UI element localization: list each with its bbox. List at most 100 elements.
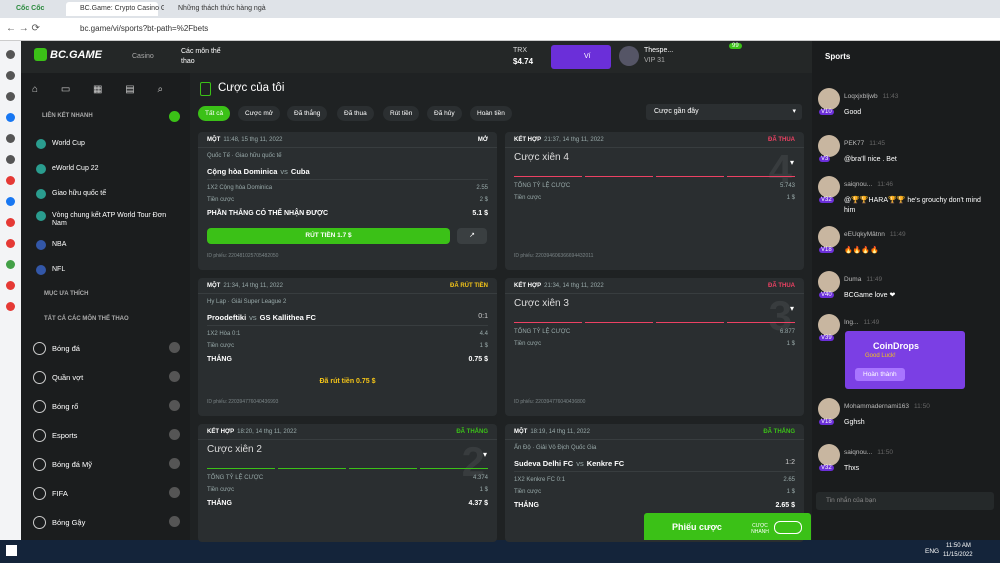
expand-btn[interactable] — [169, 516, 180, 527]
quick-link[interactable]: Giao hữu quốc tế — [52, 190, 107, 197]
quick-link[interactable]: NBA — [52, 241, 67, 248]
quick-icon[interactable] — [36, 139, 46, 149]
filter-tab[interactable]: Rút tiền — [383, 106, 420, 121]
sidebar-icon[interactable] — [6, 50, 15, 59]
sidebar-icon[interactable] — [6, 218, 15, 227]
sport-link[interactable]: FIFA — [52, 489, 68, 498]
sidebar-icon[interactable] — [6, 71, 15, 80]
sport-icon[interactable] — [33, 487, 46, 500]
leg-bar — [727, 322, 795, 323]
all-title[interactable]: TẤT CẢ CÁC MÔN THỂ THAO — [44, 316, 129, 322]
filter-tab[interactable]: Cược mở — [238, 106, 281, 121]
sort-select[interactable]: Cược gần đây ▾ — [646, 104, 802, 120]
browser-tab[interactable]: BC.Game: Crypto Casino Gam — [66, 2, 176, 16]
expand-btn[interactable] — [169, 400, 180, 411]
win-value: 2.65 $ — [775, 502, 795, 509]
quick-icon[interactable] — [36, 164, 46, 174]
filter-tab[interactable]: Hoàn tiền — [470, 106, 512, 121]
sports-link[interactable]: Các môn thể thao — [181, 48, 221, 65]
betslip[interactable]: Phiếu cược CƯỢC NHANH — [644, 513, 811, 540]
quick-icon[interactable] — [36, 189, 46, 199]
sport-icon[interactable] — [33, 516, 46, 529]
sidebar-icon[interactable] — [6, 113, 15, 122]
url[interactable]: bc.game/vi/sports?bt-path=%2Fbets — [80, 24, 209, 33]
filter-tab[interactable]: Tất cả — [198, 106, 231, 121]
expand-btn[interactable] — [169, 342, 180, 353]
cashout-button[interactable]: RÚT TIỀN 1.7 $ — [207, 228, 450, 244]
expand-btn[interactable] — [169, 487, 180, 498]
casino-link[interactable]: Casino — [132, 53, 154, 60]
logo[interactable]: BC.GAME — [50, 49, 102, 61]
sport-icon[interactable] — [33, 400, 46, 413]
clock-time[interactable]: 11:50 AM — [946, 543, 971, 549]
toggle[interactable] — [774, 521, 802, 534]
start-button[interactable] — [6, 545, 17, 556]
filter-tab[interactable]: Đã hủy — [427, 106, 462, 121]
lang[interactable]: ENG — [925, 548, 940, 555]
chat-tab[interactable]: Sports — [825, 52, 851, 61]
sport-link[interactable]: Bóng Gậy — [52, 518, 86, 527]
chat-user: Duma 11:49 — [844, 276, 882, 283]
filter-tab[interactable]: Đã thua — [337, 106, 374, 121]
expand-btn[interactable] — [169, 371, 180, 382]
quick-icon[interactable] — [36, 211, 46, 221]
quick-link[interactable]: World Cup — [52, 140, 85, 147]
cashout-done: Đã rút tiền 0.75 $ — [319, 378, 376, 385]
sidebar-icon[interactable] — [6, 92, 15, 101]
sport-icon[interactable] — [33, 429, 46, 442]
quick-link[interactable]: eWorld Cup 22 — [52, 165, 99, 172]
quick-icon[interactable] — [36, 240, 46, 250]
sport-link[interactable]: Bóng đá — [52, 344, 80, 353]
sport-link[interactable]: Bóng đá Mỹ — [52, 460, 93, 469]
combo-title: Cược xiên 4 — [514, 152, 569, 163]
sidebar-icon[interactable] — [6, 155, 15, 164]
sidebar-icon[interactable] — [6, 281, 15, 290]
sport-link[interactable]: Bóng rổ — [52, 402, 79, 411]
sport-icon[interactable] — [33, 342, 46, 355]
expand-btn[interactable] — [169, 429, 180, 440]
sidebar-icon[interactable] — [6, 134, 15, 143]
fav-title[interactable]: MỤC ƯA THÍCH — [44, 291, 89, 297]
leg-bar — [514, 322, 582, 323]
clock-date[interactable]: 11/15/2022 — [943, 552, 973, 558]
sidebar-icon[interactable] — [6, 176, 15, 185]
page-title: Cược của tôi — [218, 82, 285, 94]
chat-input[interactable]: Tin nhắn của bạn — [816, 492, 994, 510]
sidebar-icon[interactable] — [6, 302, 15, 311]
quick-title[interactable]: LIÊN KẾT NHANH — [42, 113, 93, 119]
bet-card: MỘT 21:34, 14 thg 11, 2022 ĐÃ RÚT TIỀN Hy L… — [198, 278, 497, 416]
vip[interactable]: VIP 31 — [644, 57, 665, 64]
sport-icon[interactable] — [33, 371, 46, 384]
quick-icon[interactable] — [36, 265, 46, 275]
stake-label: Tiền cược — [514, 489, 542, 495]
username[interactable]: Thespe... — [644, 47, 674, 54]
quick-link[interactable]: Vòng chung kết ATP World Tour Đơn Nam — [52, 212, 167, 227]
bet-kind: MỘT — [207, 283, 221, 289]
balance[interactable]: $4.74 — [513, 57, 534, 66]
share-button[interactable]: ↗ — [457, 228, 487, 244]
expand-btn[interactable] — [169, 458, 180, 469]
site-header — [21, 41, 812, 73]
sidebar-icon[interactable] — [6, 239, 15, 248]
browser-tab[interactable]: Cốc Cốc — [4, 2, 60, 16]
nav-icons[interactable]: ⌂ ▭ ▦ ▤ ⌕ — [32, 84, 164, 95]
browser-tab[interactable]: Những thách thức hàng ngà — [164, 2, 266, 16]
bet-header: KẾT HỢP 21:37, 14 thg 11, 2022 — [514, 137, 604, 143]
coindrop-button[interactable]: Hoàn thành — [855, 368, 905, 381]
sport-icon[interactable] — [33, 458, 46, 471]
avatar[interactable] — [619, 46, 639, 66]
nav-buttons[interactable]: ← → ⟳ — [6, 23, 40, 34]
notify-badge[interactable]: 99 — [729, 43, 742, 49]
collapse-btn[interactable] — [169, 111, 180, 122]
logo-mark[interactable] — [34, 48, 47, 61]
quick-link[interactable]: NFL — [52, 266, 66, 273]
currency[interactable]: TRX — [513, 47, 527, 54]
sidebar-icon[interactable] — [6, 260, 15, 269]
stake-label: Tiền cược — [207, 197, 235, 203]
sport-link[interactable]: Quần vợt — [52, 373, 84, 382]
wallet-button[interactable]: Ví — [551, 45, 611, 69]
total-value: 5.743 — [779, 183, 795, 189]
sidebar-icon[interactable] — [6, 197, 15, 206]
sport-link[interactable]: Esports — [52, 431, 78, 440]
filter-tab[interactable]: Đã thắng — [287, 106, 328, 121]
